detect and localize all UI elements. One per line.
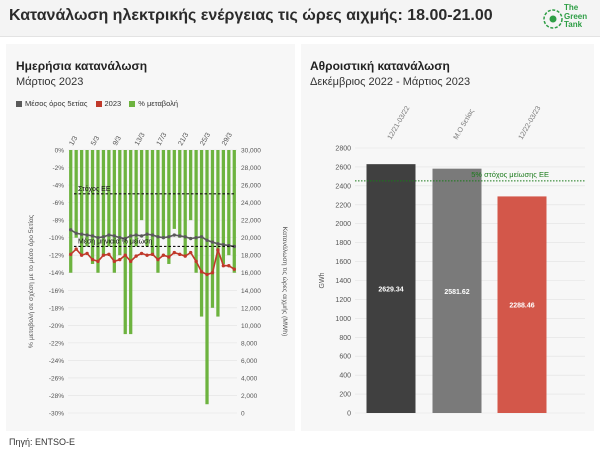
cumulative-subtitle: Δεκέμβριος 2022 - Μάρτιος 2023: [310, 76, 471, 88]
header-bar: Κατανάλωση ηλεκτρικής ενέργειας τις ώρες…: [0, 0, 600, 37]
page-title: Κατανάλωση ηλεκτρικής ενέργειας τις ώρες…: [9, 7, 493, 24]
legend-item-avg: Μέσος όρος 5ετίας: [16, 99, 88, 108]
leaf-icon: [543, 9, 563, 29]
legend-item-2023: 2023: [95, 99, 121, 108]
daily-subtitle: Μάρτιος 2023: [16, 76, 84, 88]
cumulative-panel: [301, 44, 594, 431]
legend-item-change: % μεταβολή: [129, 99, 178, 108]
daily-legend: Μέσος όρος 5ετίας 2023 % μεταβολή: [16, 99, 186, 108]
cumulative-title: Αθροιστική κατανάλωση: [310, 59, 450, 73]
source-note: Πηγή: ENTSO-E: [9, 437, 76, 447]
green-tank-logo: The Green Tank: [543, 3, 599, 34]
daily-title: Ημερήσια κατανάλωση: [16, 59, 148, 73]
